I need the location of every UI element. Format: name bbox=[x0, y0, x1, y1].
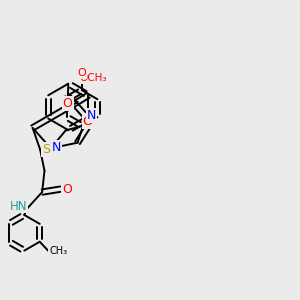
Text: O: O bbox=[83, 115, 93, 128]
Text: O: O bbox=[62, 183, 72, 196]
Text: O: O bbox=[63, 97, 73, 110]
Text: HN: HN bbox=[10, 200, 27, 213]
Text: CH₃: CH₃ bbox=[49, 246, 67, 256]
Text: N: N bbox=[52, 141, 62, 154]
Text: O: O bbox=[78, 68, 86, 78]
Text: OCH₃: OCH₃ bbox=[80, 73, 107, 83]
Text: S: S bbox=[42, 143, 50, 156]
Text: N: N bbox=[87, 109, 96, 122]
